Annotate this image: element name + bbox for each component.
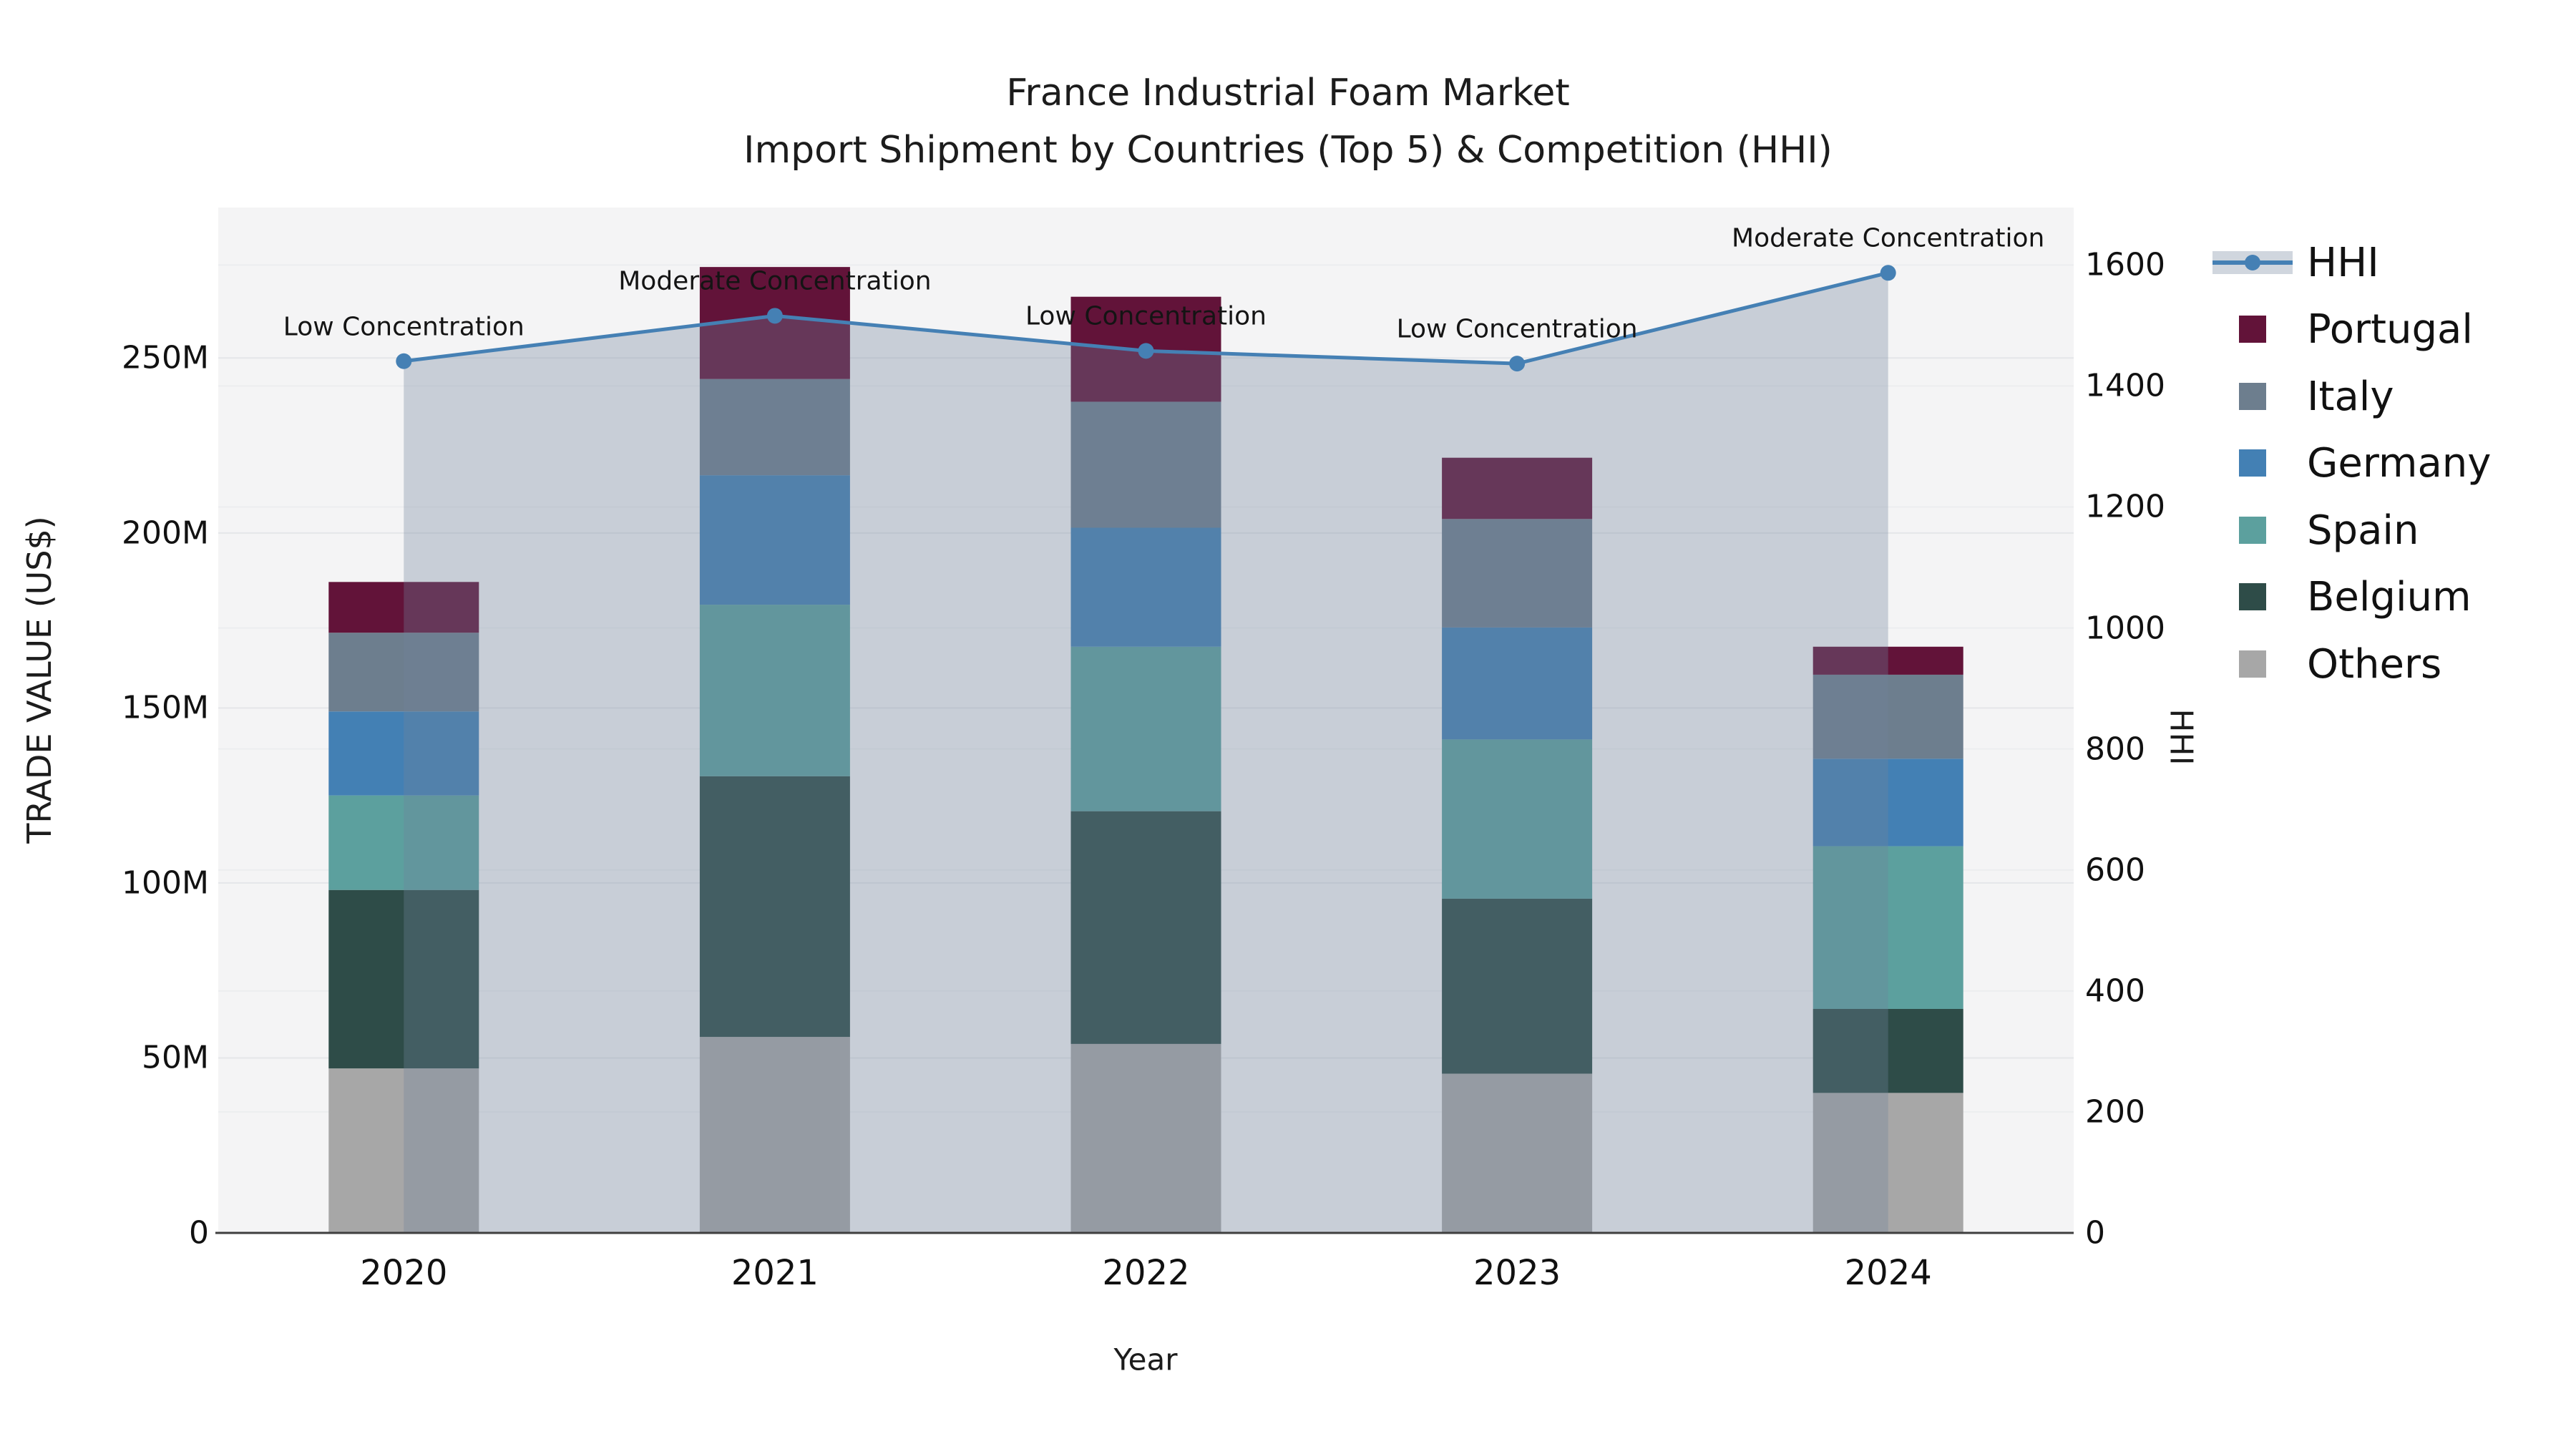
bar-segment-italy-2021 xyxy=(699,379,850,476)
legend-label: Belgium xyxy=(2307,573,2472,620)
y-right-tick-400: 400 xyxy=(2085,972,2145,1010)
bar-segment-portugal-2020 xyxy=(328,582,479,633)
legend-swatch-icon xyxy=(2212,308,2293,351)
y-left-axis-title: TRADE VALUE (US$) xyxy=(20,516,59,844)
bar-segment-italy-2024 xyxy=(1813,674,1963,759)
bar-segment-others-2023 xyxy=(1442,1073,1593,1233)
x-axis-title: Year xyxy=(1113,1342,1178,1377)
y-left-tick-250M: 250M xyxy=(122,339,209,376)
legend-item-italy: Italy xyxy=(2212,373,2394,420)
bar-segment-germany-2021 xyxy=(699,475,850,605)
y-right-tick-0: 0 xyxy=(2085,1214,2105,1252)
legend-swatch-icon xyxy=(2212,575,2293,618)
bar-segment-spain-2020 xyxy=(328,795,479,890)
legend-swatch-icon xyxy=(2212,375,2293,418)
legend-label: Portugal xyxy=(2307,306,2473,353)
bar-segment-germany-2024 xyxy=(1813,758,1963,847)
annotation-2020: Low Concentration xyxy=(283,312,525,342)
hhi-line-sample-icon xyxy=(2212,241,2293,284)
y-right-tick-600: 600 xyxy=(2085,852,2145,889)
legend-label: Italy xyxy=(2307,373,2394,420)
hhi-point-2020 xyxy=(396,353,412,369)
hhi-point-2024 xyxy=(1880,265,1896,281)
legend-swatch-icon xyxy=(2212,441,2293,484)
y-left-tick-100M: 100M xyxy=(122,864,209,902)
hhi-point-2023 xyxy=(1509,356,1526,372)
annotation-2023: Low Concentration xyxy=(1396,314,1638,344)
y-right-tick-200: 200 xyxy=(2085,1093,2145,1131)
bar-segment-spain-2024 xyxy=(1813,846,1963,1009)
bar-segment-belgium-2023 xyxy=(1442,898,1593,1074)
legend-label: Others xyxy=(2307,640,2442,688)
bar-segment-belgium-2020 xyxy=(328,889,479,1069)
chart-subtitle: Import Shipment by Countries (Top 5) & C… xyxy=(743,129,1833,172)
y-left-tick-0: 0 xyxy=(189,1214,209,1252)
bar-segment-germany-2023 xyxy=(1442,627,1593,740)
bar-segment-belgium-2024 xyxy=(1813,1008,1963,1093)
y-left-tick-50M: 50M xyxy=(142,1039,209,1076)
y-left-tick-150M: 150M xyxy=(122,689,209,726)
x-tick-2020: 2020 xyxy=(360,1253,448,1293)
legend-item-belgium: Belgium xyxy=(2212,573,2472,620)
bar-segment-spain-2021 xyxy=(699,605,850,776)
x-tick-2024: 2024 xyxy=(1844,1253,1932,1293)
bar-segment-others-2021 xyxy=(699,1037,850,1233)
bar-segment-germany-2020 xyxy=(328,711,479,796)
y-right-axis-title: HHI xyxy=(2162,708,2200,766)
x-tick-2021: 2021 xyxy=(731,1253,819,1293)
legend-item-others: Others xyxy=(2212,640,2442,688)
y-left-tick-200M: 200M xyxy=(122,514,209,552)
y-right-tick-1000: 1000 xyxy=(2085,610,2165,647)
bar-segment-italy-2022 xyxy=(1070,401,1221,528)
legend-item-portugal: Portugal xyxy=(2212,306,2473,353)
legend-swatch-icon xyxy=(2212,509,2293,552)
bar-segment-others-2022 xyxy=(1070,1043,1221,1233)
legend-label: HHI xyxy=(2307,239,2379,286)
bar-segment-germany-2022 xyxy=(1070,527,1221,647)
bar-segment-belgium-2021 xyxy=(699,776,850,1038)
bar-segment-spain-2023 xyxy=(1442,739,1593,899)
legend-label: Germany xyxy=(2307,439,2492,487)
legend-item-germany: Germany xyxy=(2212,439,2492,487)
y-right-tick-1200: 1200 xyxy=(2085,488,2165,525)
hhi-point-2021 xyxy=(766,308,783,324)
chart-title: France Industrial Foam Market xyxy=(1006,72,1570,114)
hhi-area-fill xyxy=(404,273,1888,1234)
bar-segment-spain-2022 xyxy=(1070,646,1221,811)
annotation-2021: Moderate Concentration xyxy=(618,266,932,296)
bar-segment-belgium-2022 xyxy=(1070,811,1221,1044)
hhi-point-2022 xyxy=(1138,343,1154,359)
bar-segment-portugal-2024 xyxy=(1813,646,1963,675)
y-right-tick-1400: 1400 xyxy=(2085,367,2165,404)
bar-segment-italy-2023 xyxy=(1442,519,1593,628)
bar-segment-others-2024 xyxy=(1813,1093,1963,1233)
annotation-2024: Moderate Concentration xyxy=(1732,223,2045,253)
legend-swatch-icon xyxy=(2212,643,2293,686)
legend-item-hhi: HHI xyxy=(2212,239,2379,286)
y-right-tick-800: 800 xyxy=(2085,731,2145,768)
legend-item-spain: Spain xyxy=(2212,507,2419,554)
annotation-2022: Low Concentration xyxy=(1025,301,1267,331)
bar-segment-italy-2020 xyxy=(328,633,479,712)
x-tick-2022: 2022 xyxy=(1102,1253,1190,1293)
y-right-tick-1600: 1600 xyxy=(2085,246,2165,283)
legend-label: Spain xyxy=(2307,507,2419,554)
x-tick-2023: 2023 xyxy=(1473,1253,1561,1293)
bar-segment-portugal-2023 xyxy=(1442,457,1593,519)
bar-segment-others-2020 xyxy=(328,1068,479,1233)
